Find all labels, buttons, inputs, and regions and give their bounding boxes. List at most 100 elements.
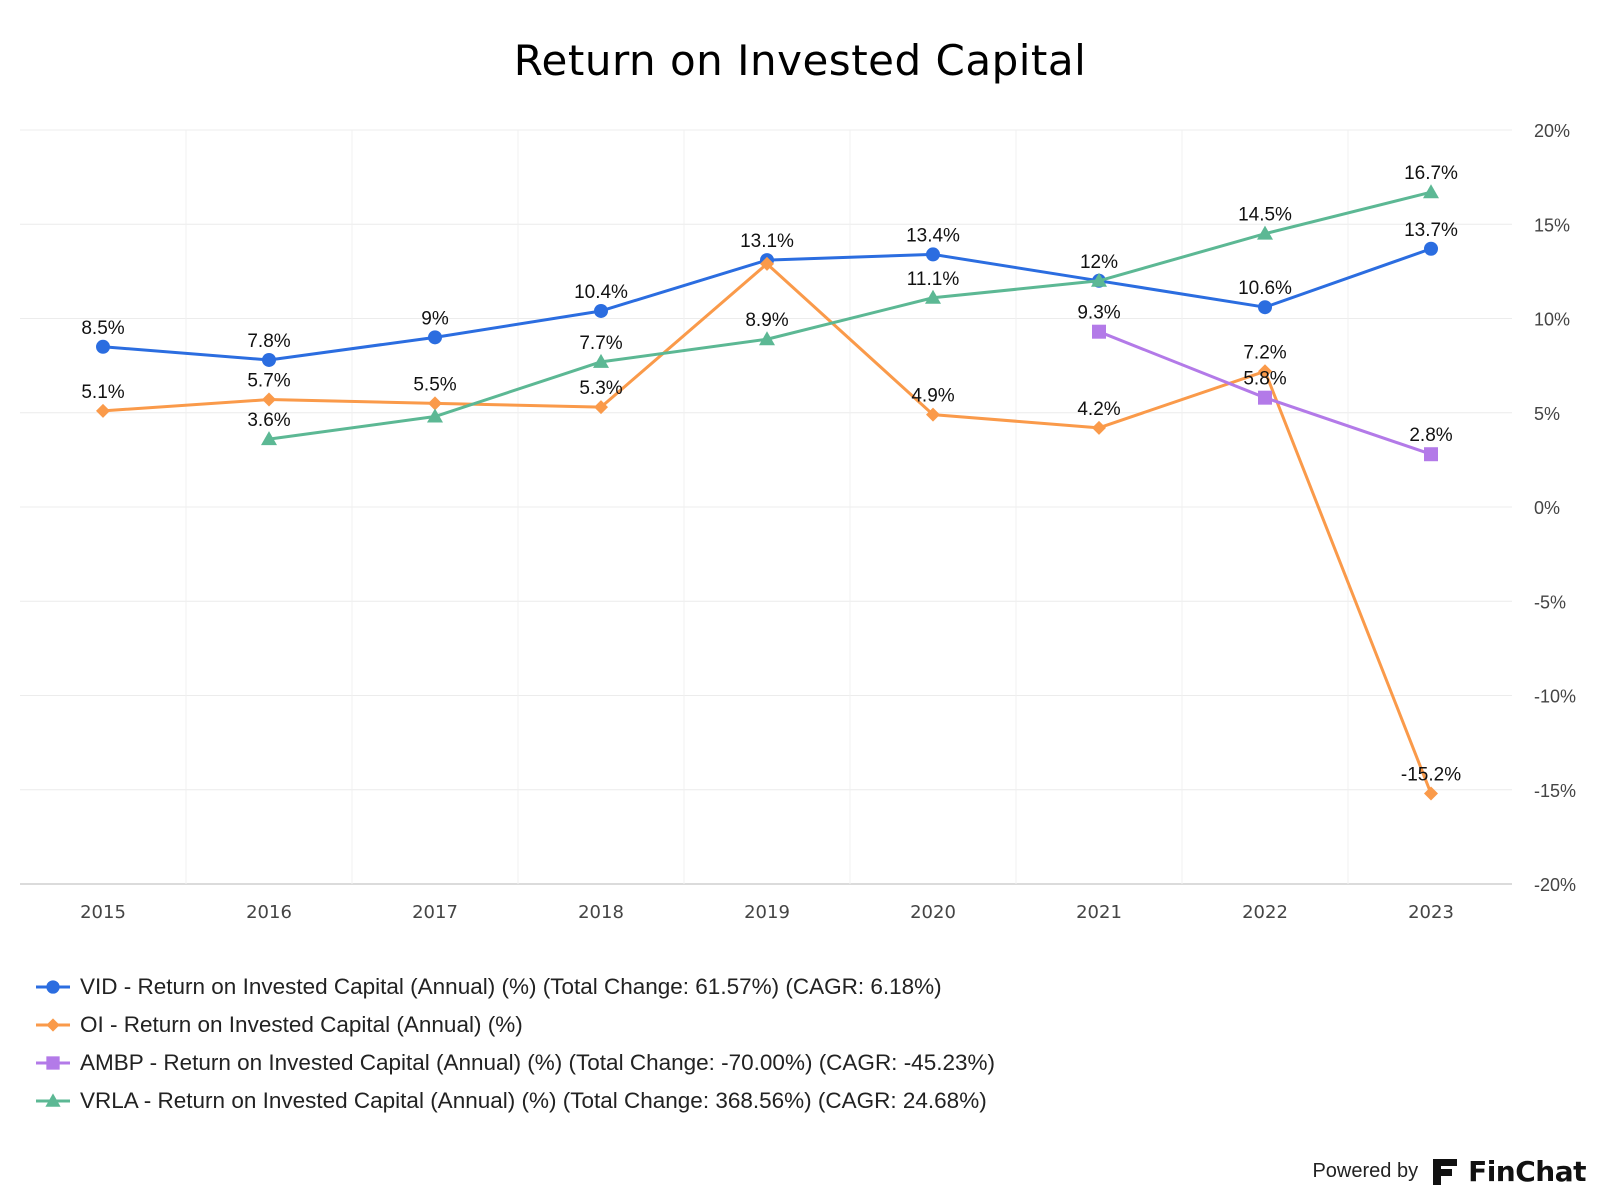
legend-swatch [36, 1015, 70, 1035]
data-label: 7.8% [247, 331, 290, 352]
data-label: 9% [421, 308, 449, 329]
legend-swatch [36, 1053, 70, 1073]
y-tick-label: 10% [1534, 310, 1570, 330]
marker-diamond [262, 392, 276, 407]
grid [20, 129, 1512, 885]
data-label: 7.7% [579, 333, 622, 354]
marker-triangle [1091, 272, 1107, 287]
data-label: 3.6% [247, 410, 290, 431]
data-label: 8.5% [81, 318, 124, 339]
series-oi [96, 256, 1438, 801]
legend-item[interactable]: VRLA - Return on Invested Capital (Annua… [36, 1082, 995, 1120]
data-label: 4.9% [911, 386, 954, 407]
legend: VID - Return on Invested Capital (Annual… [36, 968, 995, 1120]
x-tick-label: 2022 [1242, 902, 1288, 923]
data-label: 5.8% [1243, 369, 1286, 390]
marker-circle [46, 980, 60, 994]
chart-title: Return on Invested Capital [513, 36, 1087, 85]
legend-label: AMBP - Return on Invested Capital (Annua… [80, 1050, 995, 1075]
marker-diamond [46, 1018, 60, 1032]
marker-circle [96, 339, 110, 354]
series-group [96, 184, 1439, 801]
marker-circle [594, 303, 608, 318]
legend-item[interactable]: OI - Return on Invested Capital (Annual)… [36, 1006, 995, 1044]
finchat-name: FinChat [1468, 1155, 1586, 1188]
data-label: 13.7% [1404, 220, 1458, 241]
finchat-logo[interactable]: FinChat [1430, 1155, 1586, 1188]
branding: Powered by FinChat [1312, 1155, 1586, 1188]
marker-diamond [760, 256, 774, 271]
marker-triangle [1423, 184, 1439, 199]
x-tick-label: 2016 [246, 902, 292, 923]
x-tick-label: 2019 [744, 902, 790, 923]
marker-diamond [428, 396, 442, 411]
marker-diamond [1424, 786, 1438, 801]
y-tick-label: -10% [1534, 687, 1576, 707]
y-tick-label: 20% [1534, 121, 1570, 141]
data-label: 2.8% [1409, 425, 1452, 446]
legend-swatch [36, 977, 70, 997]
marker-triangle [261, 431, 277, 446]
legend-item[interactable]: VID - Return on Invested Capital (Annual… [36, 968, 995, 1006]
marker-circle [428, 330, 442, 345]
data-label: 14.5% [1238, 205, 1292, 226]
data-label: 16.7% [1404, 163, 1458, 184]
x-tick-label: 2023 [1408, 902, 1454, 923]
data-label: 11.1% [907, 269, 960, 290]
marker-circle [1424, 241, 1438, 256]
finchat-logo-icon [1433, 1158, 1458, 1185]
x-tick-label: 2020 [910, 902, 956, 923]
y-tick-label: -5% [1534, 592, 1566, 612]
data-label: 5.3% [579, 378, 622, 399]
marker-diamond [1092, 420, 1106, 435]
marker-diamond [594, 400, 608, 415]
data-label: 10.6% [1238, 278, 1292, 299]
marker-triangle [925, 289, 941, 304]
data-label: 7.2% [1243, 342, 1286, 363]
legend-label: OI - Return on Invested Capital (Annual)… [80, 1012, 523, 1037]
data-label: 9.3% [1077, 303, 1120, 324]
legend-label: VID - Return on Invested Capital (Annual… [80, 974, 942, 999]
marker-diamond [926, 407, 940, 422]
marker-square [46, 1056, 60, 1070]
marker-diamond [1258, 364, 1272, 379]
data-label: 5.1% [81, 382, 124, 403]
data-label: -15.2% [1401, 765, 1461, 786]
data-label: 13.1% [740, 231, 794, 252]
x-tick-label: 2017 [412, 902, 458, 923]
powered-by-text: Powered by [1312, 1160, 1419, 1182]
x-tick-label: 2021 [1076, 902, 1122, 923]
y-tick-label: 15% [1534, 215, 1570, 235]
x-tick-label: 2018 [578, 902, 624, 923]
marker-square [1258, 390, 1272, 405]
data-label: 12% [1080, 252, 1118, 273]
data-labels: 8.5% 7.8% 9% 10.4% 13.1% 13.4% 12% 10.6% 13.7% 5.… [81, 163, 1461, 785]
data-label: 5.5% [413, 374, 456, 395]
x-tick-label: 2015 [80, 902, 126, 923]
marker-circle [926, 247, 940, 262]
marker-diamond [96, 403, 110, 418]
y-tick-label: 0% [1534, 498, 1560, 518]
marker-circle [262, 352, 276, 367]
marker-triangle [1257, 225, 1273, 240]
data-label: 13.4% [906, 225, 960, 246]
data-label: 8.9% [745, 310, 788, 331]
marker-triangle [593, 353, 609, 368]
marker-triangle [45, 1093, 61, 1107]
marker-triangle [427, 408, 443, 423]
legend-label: VRLA - Return on Invested Capital (Annua… [80, 1088, 987, 1113]
y-tick-label: 5% [1534, 404, 1560, 424]
marker-triangle [759, 331, 775, 346]
data-label: 5.7% [247, 371, 290, 392]
axes: 20% 15% 10% 5% 0% -5% -10% -15% -20% 2015 2016 2017… [80, 121, 1576, 923]
data-label: 4.2% [1077, 399, 1120, 420]
y-tick-label: -15% [1534, 781, 1576, 801]
line-chart: 20% 15% 10% 5% 0% -5% -10% -15% -20% 2015 2016 2017… [20, 121, 1576, 923]
marker-square [1424, 447, 1438, 462]
marker-square [1092, 324, 1106, 339]
legend-item[interactable]: AMBP - Return on Invested Capital (Annua… [36, 1044, 995, 1082]
legend-swatch [36, 1091, 70, 1111]
series-line [268, 190, 1432, 441]
y-tick-label: -20% [1534, 875, 1576, 895]
series-vrla [261, 184, 1439, 446]
